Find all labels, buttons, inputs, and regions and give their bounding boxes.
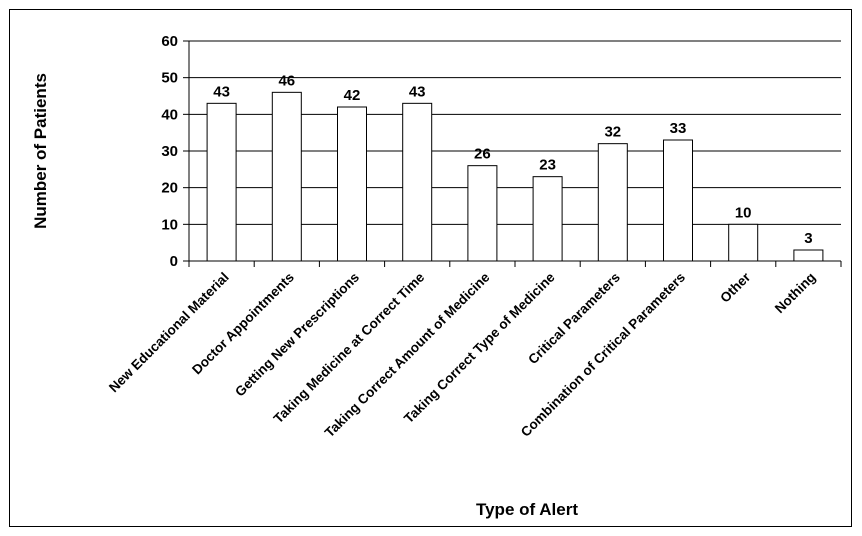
bar <box>728 223 759 262</box>
bar <box>532 176 563 262</box>
data-label: 46 <box>278 72 295 89</box>
data-label: 43 <box>213 83 230 100</box>
y-tick-label: 20 <box>161 180 178 197</box>
bar <box>793 249 824 262</box>
bar <box>271 91 302 262</box>
y-tick-label: 0 <box>170 253 178 270</box>
data-label: 33 <box>670 120 687 137</box>
y-tick-label: 50 <box>161 70 178 87</box>
bar <box>467 165 498 262</box>
y-tick-label: 10 <box>161 216 178 233</box>
data-label: 43 <box>409 83 426 100</box>
x-tick-label: Other <box>717 269 754 306</box>
bar <box>206 102 237 262</box>
bar <box>663 139 693 262</box>
bar <box>597 143 628 262</box>
bar <box>402 102 433 262</box>
chart-frame <box>9 9 852 527</box>
x-axis-title: Type of Alert <box>476 500 578 519</box>
y-tick-label: 60 <box>161 33 178 50</box>
data-label: 32 <box>604 124 621 141</box>
bar <box>337 106 367 262</box>
data-label: 23 <box>539 157 556 174</box>
y-tick-label: 40 <box>161 106 178 123</box>
x-tick-label: Nothing <box>772 270 819 317</box>
x-tick-label: Getting New Prescriptions <box>232 270 362 400</box>
bars <box>206 91 824 262</box>
x-tick-label: New Educational Material <box>106 270 232 396</box>
data-label: 26 <box>474 146 491 163</box>
data-label: 42 <box>344 87 361 104</box>
data-label: 10 <box>735 204 752 221</box>
data-label: 3 <box>804 230 812 247</box>
axes <box>183 40 842 267</box>
y-tick-label: 30 <box>161 143 178 160</box>
y-axis-title: Number of Patients <box>31 73 50 229</box>
